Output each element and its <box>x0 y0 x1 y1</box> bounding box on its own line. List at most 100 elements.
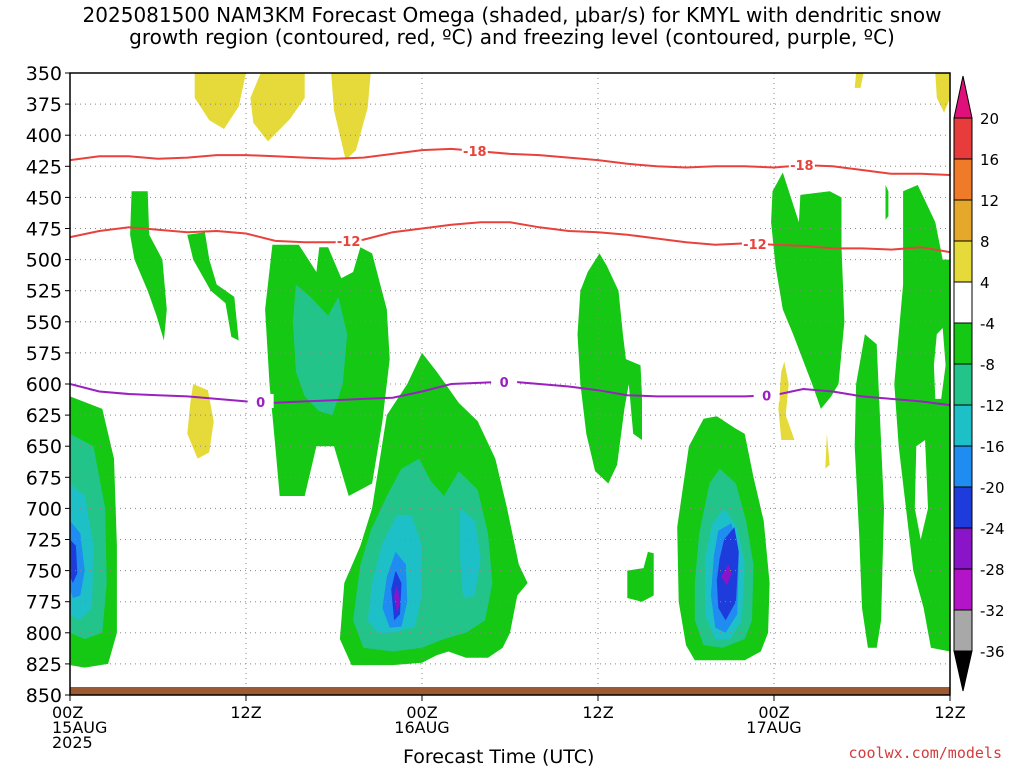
omega-region-36 <box>894 185 950 652</box>
colorbar-bin-6 <box>953 363 973 406</box>
omega-region-21 <box>460 508 481 598</box>
omega-region-13 <box>70 539 78 583</box>
y-tick-label-775: 775 <box>26 592 62 614</box>
omega-region-6 <box>825 433 830 469</box>
colorbar-label-11: -28 <box>980 561 1005 579</box>
omega-region-25 <box>577 253 642 484</box>
colorbar-bin-9 <box>953 486 973 529</box>
contour-label-fz0: 0 <box>256 396 265 411</box>
source-credit: coolwx.com/models <box>848 744 1002 762</box>
colorbar-bin-1 <box>953 158 973 201</box>
x-tick-label-12-0: 12Z <box>230 703 261 722</box>
y-tick-label-750: 750 <box>26 561 62 583</box>
colorbar-bin-2 <box>953 199 973 242</box>
omega-region-2 <box>331 73 371 161</box>
y-tick-label-500: 500 <box>26 250 62 272</box>
omega-region-24 <box>394 585 400 615</box>
y-tick-label-675: 675 <box>26 467 62 489</box>
colorbar-label-1: 16 <box>980 151 999 169</box>
colorbar-bin-10 <box>953 527 973 570</box>
y-tick-label-825: 825 <box>26 654 62 676</box>
colorbar-label-13: -36 <box>980 643 1005 661</box>
omega-region-34 <box>854 334 884 648</box>
y-tick-label-350: 350 <box>26 63 62 85</box>
omega-region-7 <box>854 73 864 88</box>
omega-region-35 <box>885 185 889 220</box>
y-tick-label-625: 625 <box>26 405 62 427</box>
chart-title-line-2: growth region (contoured, red, ºC) and f… <box>129 25 895 49</box>
colorbar-bin-7 <box>953 404 973 447</box>
omega-region-26 <box>627 551 654 602</box>
colorbar-bin-11 <box>953 568 973 611</box>
y-tick-label-425: 425 <box>26 156 62 178</box>
contour-label-fz1: 0 <box>500 376 509 391</box>
colorbar-label-12: -32 <box>980 602 1005 620</box>
colorbar-label-7: -12 <box>980 397 1005 415</box>
y-tick-label-475: 475 <box>26 219 62 241</box>
colorbar-over-arrow <box>953 75 973 119</box>
omega-region-33 <box>771 172 845 409</box>
x-tick-label-0-2: 2025 <box>52 733 93 752</box>
ground-surface <box>70 687 950 695</box>
colorbar-label-10: -24 <box>980 520 1005 538</box>
contour-label-bg-fz2 <box>753 387 780 402</box>
omega-hole-1 <box>914 440 928 540</box>
y-tick-label-700: 700 <box>26 498 62 520</box>
colorbar-label-9: -20 <box>980 479 1005 497</box>
y-tick-label-550: 550 <box>26 312 62 334</box>
contour-label-bg-fz0 <box>247 394 274 409</box>
colorbar-under-arrow <box>953 650 973 692</box>
y-tick-label-650: 650 <box>26 436 62 458</box>
x-tick-label-48-1: 17AUG <box>746 718 801 737</box>
chart-title-line-1: 2025081500 NAM3KM Forecast Omega (shaded… <box>82 3 942 27</box>
contour-label-bg-iso0b <box>788 157 815 172</box>
y-tick-label-375: 375 <box>26 94 62 116</box>
colorbar-label-6: -8 <box>980 356 995 374</box>
colorbar-label-2: 12 <box>980 192 999 210</box>
colorbar-label-8: -16 <box>980 438 1005 456</box>
colorbar-bin-3 <box>953 240 973 283</box>
y-tick-label-725: 725 <box>26 530 62 552</box>
contour-label-bg-iso1b <box>741 235 768 250</box>
contour-label-iso1a: -12 <box>337 235 361 250</box>
omega-region-5 <box>778 361 795 440</box>
isotherm-line--12 <box>70 221 950 254</box>
colorbar-label-3: 8 <box>980 233 990 251</box>
x-tick-label-36-0: 12Z <box>582 703 613 722</box>
contour-label-bg-iso0a <box>461 142 488 157</box>
contour-label-iso0b: -18 <box>790 159 814 174</box>
colorbar-bin-8 <box>953 445 973 488</box>
y-tick-label-525: 525 <box>26 281 62 303</box>
colorbar-bin-5 <box>953 322 973 365</box>
colorbar-label-5: -4 <box>980 315 995 333</box>
omega-region-17 <box>292 284 348 416</box>
y-tick-label-600: 600 <box>26 374 62 396</box>
omega-region-0 <box>194 73 246 129</box>
omega-region-3 <box>187 384 214 459</box>
y-tick-label-450: 450 <box>26 187 62 209</box>
x-tick-label-24-1: 16AUG <box>394 718 449 737</box>
y-tick-label-850: 850 <box>26 685 62 707</box>
contour-label-fz2: 0 <box>762 390 771 405</box>
omega-region-32 <box>721 564 732 586</box>
x-tick-label-48-0: 00Z <box>758 703 789 722</box>
x-axis-title: Forecast Time (UTC) <box>403 746 595 768</box>
contour-label-bg-iso1a <box>335 232 362 247</box>
x-tick-label-60-0: 12Z <box>934 703 965 722</box>
omega-region-8 <box>935 73 950 113</box>
contour-label-iso0a: -18 <box>463 145 487 160</box>
x-tick-label-0-1: 15AUG <box>52 718 107 737</box>
colorbar-bin-4 <box>953 281 973 324</box>
contour-label-bg-fz1 <box>491 373 518 388</box>
omega-region-1 <box>250 73 305 142</box>
y-tick-label-400: 400 <box>26 125 62 147</box>
colorbar-label-4: 4 <box>980 274 990 292</box>
colorbar-label-0: 20 <box>980 110 999 128</box>
omega-hole-0 <box>933 328 946 399</box>
x-tick-label-24-0: 00Z <box>406 703 437 722</box>
y-tick-label-575: 575 <box>26 343 62 365</box>
contour-label-iso1b: -12 <box>743 238 767 253</box>
colorbar-bin-12 <box>953 609 973 652</box>
x-tick-label-0-0: 00Z <box>52 703 83 722</box>
